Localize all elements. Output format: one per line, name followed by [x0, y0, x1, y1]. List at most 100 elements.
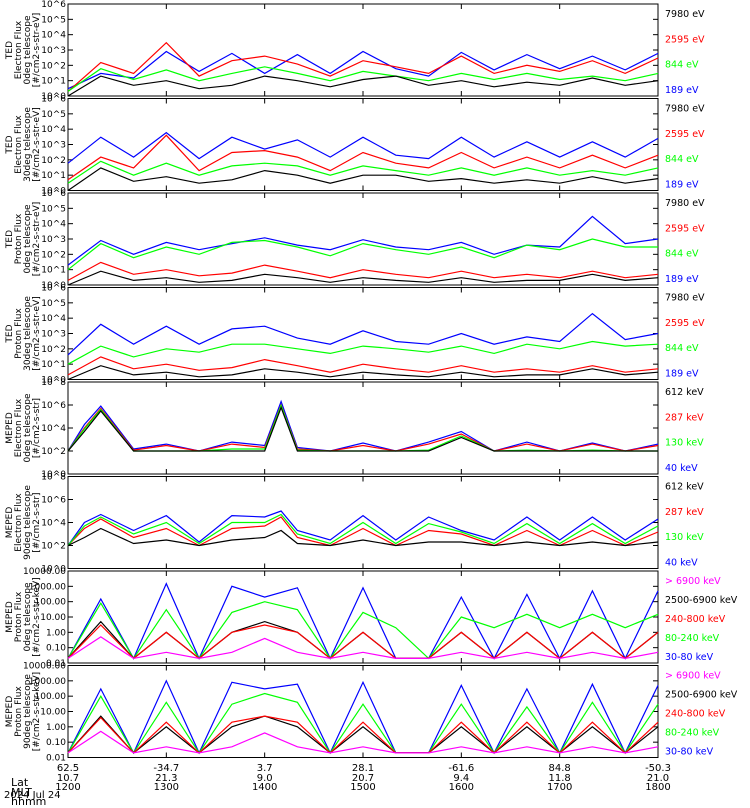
series-line — [68, 314, 658, 355]
legend-entry: > 6900 keV — [665, 671, 721, 682]
y-tick-label: 10^4 — [41, 424, 66, 434]
panel-4: 10^010^110^210^310^410^510^6TED Proton Fl… — [5, 284, 705, 386]
y-axis-label: [#/cm2-s-str-keV] — [32, 672, 42, 751]
y-tick-label: 10^6 — [41, 189, 66, 199]
legend-entry: 7980 eV — [665, 104, 705, 115]
y-tick-label: 10^6 — [41, 284, 66, 294]
legend-entry: 844 eV — [665, 154, 699, 165]
legend-entry: 2500-6900 keV — [665, 690, 738, 701]
legend-entry: > 6900 keV — [665, 576, 721, 587]
series-line — [68, 239, 658, 270]
y-axis-label: [#/cm2-s-str] — [32, 398, 42, 458]
date-label: 2024 Jul 24 — [4, 790, 61, 801]
y-tick-label: 10^2 — [41, 250, 66, 260]
y-axis-label: [#/cm2-s-str-eV] — [32, 13, 42, 88]
series-line — [68, 584, 658, 659]
panel-frame — [68, 382, 658, 474]
legend-entry: 844 eV — [665, 60, 699, 71]
legend-entry: 40 keV — [665, 558, 698, 569]
y-tick-label: 1.00 — [46, 723, 66, 733]
y-tick-label: 10^2 — [41, 447, 66, 457]
legend-entry: 287 keV — [665, 412, 704, 423]
panel-1: 10^0 10^1 10^2 10^3 10^4 10^5 10^6 TED Electron … — [5, 0, 705, 102]
y-tick-label: 10^5 — [41, 110, 66, 120]
y-tick-label: 10^4 — [41, 31, 66, 41]
series-line — [68, 342, 658, 365]
legend-entry: 189 eV — [665, 274, 699, 285]
legend-entry: 40 keV — [665, 463, 698, 474]
panel-6: 10^0 10^2 10^4 10^6 10^8 MEPED Electron Flux 90… — [5, 473, 704, 575]
legend-entry: 189 eV — [665, 369, 699, 380]
legend-entry: 80-240 keV — [665, 633, 720, 644]
legend-entry: 612 keV — [665, 387, 704, 398]
y-tick-label: 10^3 — [41, 235, 66, 245]
hhmm-tick-label: 1400 — [252, 782, 277, 793]
hhmm-tick-label: 1500 — [350, 782, 375, 793]
hhmm-tick-label: 1700 — [547, 782, 572, 793]
legend-entry: 189 eV — [665, 85, 699, 96]
y-tick-label: 10000.00 — [23, 567, 66, 577]
y-tick-label: 10^6 — [41, 95, 66, 105]
y-tick-label: 10^5 — [41, 15, 66, 25]
legend-entry: 189 eV — [665, 180, 699, 191]
panel-8: 0.010.101.0010.00100.001000.0010000.00ME… — [5, 662, 738, 764]
panel-7: 0.01 0.10 1.00 10.00 100.00 1000.00 10000.00 ME… — [5, 567, 738, 669]
series-line — [68, 402, 658, 452]
legend-entry: 2595 eV — [665, 318, 705, 329]
y-tick-label: 10^4 — [41, 220, 66, 230]
y-axis-label: [#/cm2-s-str-keV] — [32, 577, 42, 656]
legend-entry: 240-800 keV — [665, 614, 726, 625]
y-tick-label: 10^2 — [41, 156, 66, 166]
y-tick-label: 10^8 — [41, 473, 66, 483]
legend-entry: 7980 eV — [665, 198, 705, 209]
y-tick-label: 10^2 — [41, 345, 66, 355]
legend-entry: 7980 eV — [665, 293, 705, 304]
y-tick-label: 0.01 — [46, 754, 66, 764]
y-axis-label: [#/cm2-s-str-eV] — [32, 202, 42, 277]
legend-entry: 30-80 keV — [665, 747, 714, 758]
y-tick-label: 10^6 — [41, 0, 66, 10]
panel-frame — [68, 571, 658, 663]
legend-entry: 30-80 keV — [665, 652, 714, 663]
legend-entry: 2595 eV — [665, 34, 705, 45]
legend-entry: 80-240 keV — [665, 728, 720, 739]
y-tick-label: 10^6 — [41, 401, 66, 411]
y-tick-label: 10^3 — [41, 46, 66, 56]
series-line — [68, 43, 658, 92]
y-tick-label: 10^1 — [41, 266, 66, 276]
legend-entry: 2500-6900 keV — [665, 595, 738, 606]
y-tick-label: 10^4 — [41, 314, 66, 324]
y-axis-label: [#/cm2-s-str] — [32, 492, 42, 552]
y-tick-label: 10000.00 — [23, 662, 66, 672]
legend-entry: 2595 eV — [665, 223, 705, 234]
legend-entry: 2595 eV — [665, 129, 705, 140]
legend-entry: 130 keV — [665, 532, 704, 543]
stacked-flux-plot: 10^010^110^210^310^410^510^6TED Electron … — [0, 0, 750, 800]
y-tick-label: 10^3 — [41, 330, 66, 340]
legend-entry: 240-800 keV — [665, 709, 726, 720]
y-tick-label: 0.10 — [46, 738, 66, 748]
y-axis-label: [#/cm2-s-str-eV] — [32, 107, 42, 182]
legend-entry: 844 eV — [665, 343, 699, 354]
y-tick-label: 10^2 — [41, 61, 66, 71]
series-line — [68, 408, 658, 451]
panel-2: 10^0 10^1 10^2 10^3 10^4 10^5 10^6 TED Electron … — [5, 95, 705, 197]
series-line — [68, 135, 658, 180]
legend-entry: 844 eV — [665, 249, 699, 260]
y-axis-label: [#/cm2-s-str-eV] — [32, 296, 42, 371]
hhmm-tick-label: 1600 — [449, 782, 474, 793]
panel-5: 10^010^210^410^610^8MEPED Electron Flux 0d… — [5, 378, 704, 480]
y-tick-label: 10^5 — [41, 204, 66, 214]
y-tick-label: 0.10 — [46, 644, 66, 654]
series-line — [68, 133, 658, 164]
y-tick-label: 10^1 — [41, 360, 66, 370]
y-tick-label: 10^4 — [41, 519, 66, 529]
series-line — [68, 406, 658, 452]
y-tick-label: 10.00 — [40, 708, 66, 718]
series-line — [68, 625, 658, 658]
legend-entry: 287 keV — [665, 507, 704, 518]
y-tick-label: 10^3 — [41, 141, 66, 151]
y-tick-label: 10^2 — [41, 542, 66, 552]
legend-entry: 7980 eV — [665, 9, 705, 20]
y-tick-label: 10^5 — [41, 299, 66, 309]
